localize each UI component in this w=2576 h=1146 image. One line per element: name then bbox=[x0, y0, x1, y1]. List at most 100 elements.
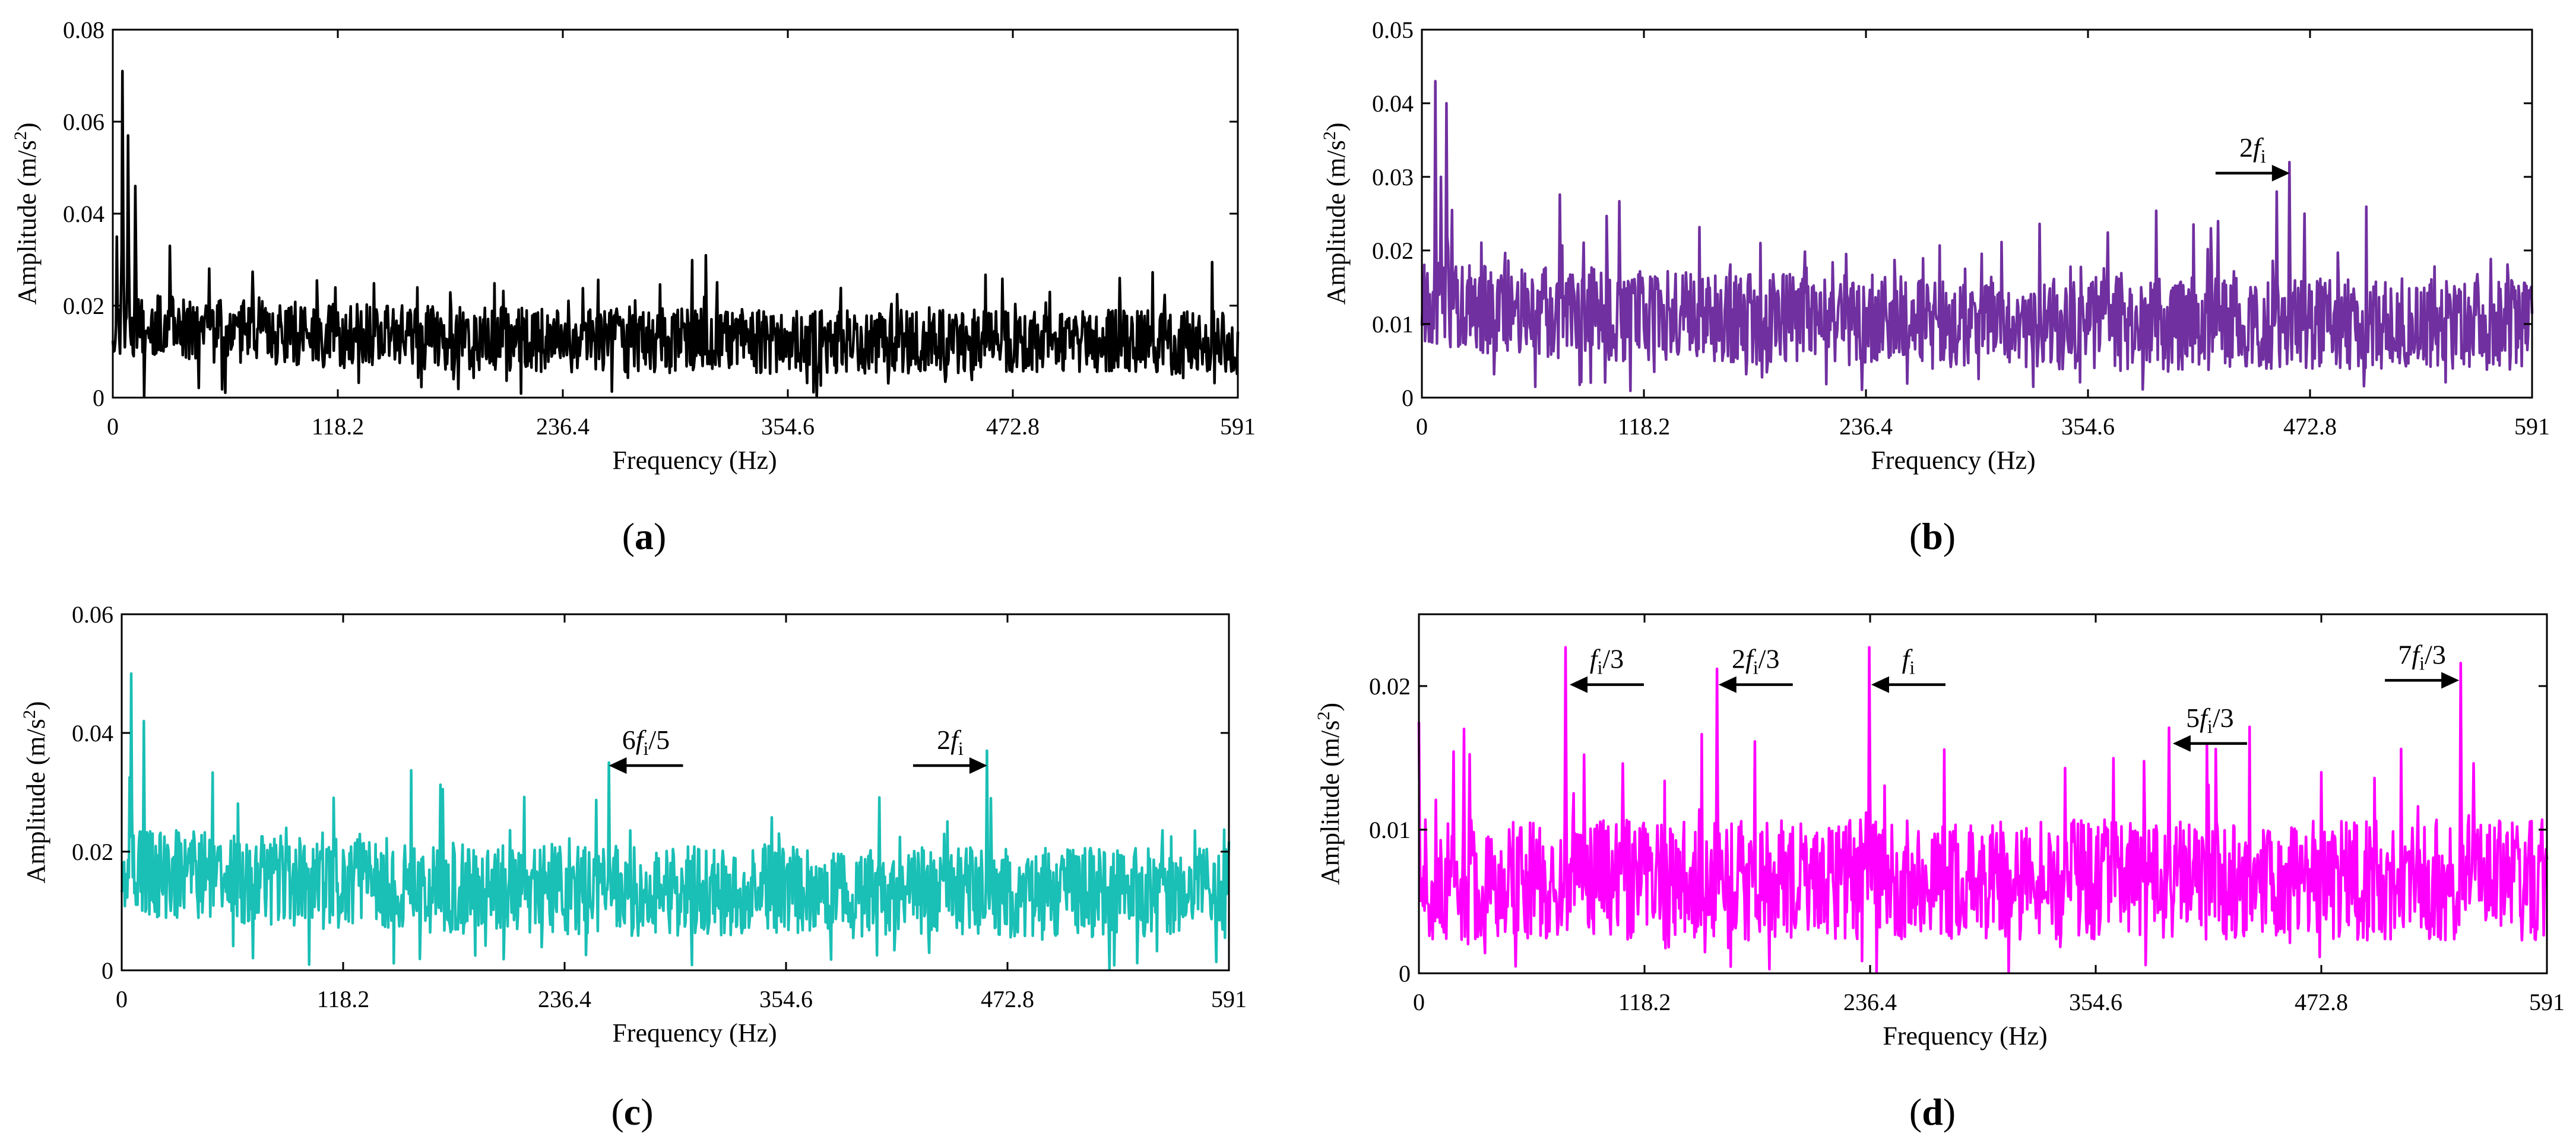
x-axis-label: Frequency (Hz) bbox=[612, 1018, 777, 1047]
y-tick-label: 0.04 bbox=[72, 720, 113, 747]
x-tick-label: 591 bbox=[2529, 989, 2565, 1015]
annotation-sub: i bbox=[2261, 145, 2266, 167]
y-axis-label: Amplitude (m/s2) bbox=[20, 701, 50, 883]
annotation-label: 5fi/3 bbox=[2186, 703, 2233, 737]
x-axis-label: Frequency (Hz) bbox=[612, 446, 777, 475]
y-tick-label: 0.04 bbox=[1372, 90, 1414, 117]
x-tick-label: 236.4 bbox=[1843, 989, 1897, 1015]
y-tick-label: 0.03 bbox=[1372, 164, 1414, 191]
y-axis-label-main: Amplitude (m/s bbox=[21, 719, 50, 883]
y-tick-label: 0.01 bbox=[1369, 817, 1411, 843]
annotation-sub: i bbox=[2419, 652, 2425, 674]
x-tick-label: 0 bbox=[116, 986, 128, 1012]
annotation-label: 2fi/3 bbox=[1732, 644, 1779, 678]
y-tick-label: 0.08 bbox=[63, 17, 104, 43]
annotation-coef: 5 bbox=[2186, 703, 2200, 733]
y-tick-label: 0 bbox=[1399, 960, 1411, 987]
y-axis-label-close: ) bbox=[21, 701, 50, 710]
annotation-sub: i bbox=[1598, 657, 1603, 678]
y-tick-label: 0.02 bbox=[72, 839, 113, 865]
x-tick-label: 236.4 bbox=[538, 986, 591, 1012]
annotation-sub: i bbox=[644, 738, 649, 759]
panel-label-letter: d bbox=[1922, 1091, 1943, 1133]
annotation-label: fi bbox=[1902, 644, 1915, 678]
y-axis-label-exp: 2 bbox=[1314, 712, 1333, 720]
x-tick-label: 118.2 bbox=[312, 413, 365, 440]
x-tick-label: 118.2 bbox=[1618, 989, 1671, 1015]
y-tick-label: 0.06 bbox=[63, 109, 104, 135]
panel-label-open: ( bbox=[611, 1091, 623, 1133]
y-axis-label-main: Amplitude (m/s bbox=[1322, 140, 1351, 304]
panel-label-open: ( bbox=[1909, 515, 1922, 557]
annotation-arrow-head bbox=[1569, 676, 1588, 693]
y-tick-label: 0.02 bbox=[1372, 237, 1414, 264]
annotation-coef: 2 bbox=[2239, 132, 2253, 163]
annotation-coef: 6 bbox=[622, 725, 636, 755]
panel-label-close: ) bbox=[641, 1091, 653, 1133]
panel-a: 0 118.2 236.4 354.6 472.8 591 0 0.02 0.04 0.06 0.0… bbox=[11, 17, 1256, 557]
annotation-suffix: /3 bbox=[1758, 644, 1780, 674]
plot-frame-d bbox=[1418, 613, 2548, 974]
annotation-arrow-head bbox=[1718, 676, 1737, 693]
annotation-coef: 2 bbox=[1732, 644, 1745, 674]
x-axis-label: Frequency (Hz) bbox=[1871, 446, 2035, 475]
annotation-label: fi/3 bbox=[1590, 644, 1624, 678]
panel-label-c: (c) bbox=[611, 1091, 653, 1133]
x-tick-label: 0 bbox=[1416, 413, 1428, 440]
y-tick-label: 0.05 bbox=[1372, 17, 1414, 43]
annotation-suffix: /3 bbox=[2213, 703, 2234, 733]
y-tick-label: 0 bbox=[1402, 385, 1414, 411]
x-tick-label: 591 bbox=[1211, 986, 1247, 1012]
y-tick-label: 0.01 bbox=[1372, 311, 1414, 338]
annotation-arrow-head bbox=[2172, 735, 2191, 752]
panel-label-close: ) bbox=[654, 515, 666, 557]
panel-b: 0 118.2 236.4 354.6 472.8 591 0 0.01 0.02 0.03 0.0… bbox=[1320, 17, 2550, 557]
panel-c: 0 118.2 236.4 354.6 472.8 591 0 0.02 0.04 0.06 Fre… bbox=[20, 601, 1247, 1133]
annotation-arrow-head bbox=[609, 757, 627, 774]
y-axis-label-exp: 2 bbox=[20, 710, 39, 719]
plot-frame-c bbox=[121, 613, 1230, 972]
x-tick-label: 591 bbox=[2514, 413, 2550, 440]
x-tick-label: 354.6 bbox=[761, 413, 815, 440]
x-tick-label: 118.2 bbox=[317, 986, 370, 1012]
y-axis-label-close: ) bbox=[1316, 703, 1345, 712]
x-tick-label: 354.6 bbox=[2069, 989, 2122, 1015]
y-tick-label: 0.06 bbox=[72, 601, 113, 628]
plot-frame-b bbox=[1421, 28, 2533, 399]
panel-label-letter: a bbox=[635, 515, 654, 557]
y-axis-label: Amplitude (m/s2) bbox=[1320, 122, 1351, 304]
y-tick-label: 0.02 bbox=[1369, 673, 1411, 700]
annotation-arrow-head bbox=[969, 757, 987, 774]
y-axis-label-exp: 2 bbox=[11, 131, 30, 140]
annotation-sub: i bbox=[958, 738, 964, 759]
y-axis-label-close: ) bbox=[12, 122, 42, 131]
series-line-d bbox=[1417, 646, 2549, 974]
panel-d: 0 118.2 236.4 354.6 472.8 591 0 0.01 0.02 Frequen… bbox=[1314, 613, 2565, 1133]
annotation-label: 6fi/5 bbox=[622, 725, 670, 759]
y-axis-label-close: ) bbox=[1322, 122, 1351, 131]
y-tick-label: 0 bbox=[93, 385, 104, 411]
x-tick-label: 236.4 bbox=[536, 413, 590, 440]
panel-label-open: ( bbox=[1909, 1091, 1922, 1133]
y-tick-label: 0.04 bbox=[63, 201, 104, 227]
panel-label-a: (a) bbox=[622, 515, 667, 557]
x-tick-label: 472.8 bbox=[986, 413, 1040, 440]
series-line-b bbox=[1420, 80, 2534, 392]
panel-label-letter: c bbox=[624, 1091, 641, 1133]
y-tick-label: 0 bbox=[102, 957, 113, 984]
panel-label-b: (b) bbox=[1909, 515, 1956, 557]
annotation-label: 2fi bbox=[937, 725, 964, 759]
annotation-coef: 2 bbox=[937, 725, 950, 755]
x-tick-label: 354.6 bbox=[759, 986, 813, 1012]
x-tick-label: 0 bbox=[1413, 989, 1425, 1015]
series-line-a bbox=[111, 69, 1240, 398]
x-tick-label: 472.8 bbox=[2295, 989, 2348, 1015]
panel-label-letter: b bbox=[1922, 515, 1943, 557]
annotation-suffix: /5 bbox=[648, 725, 670, 755]
x-tick-label: 236.4 bbox=[1839, 413, 1893, 440]
x-tick-label: 118.2 bbox=[1618, 413, 1671, 440]
panel-label-close: ) bbox=[1943, 515, 1956, 557]
annotation-arrow-head bbox=[1871, 676, 1889, 693]
